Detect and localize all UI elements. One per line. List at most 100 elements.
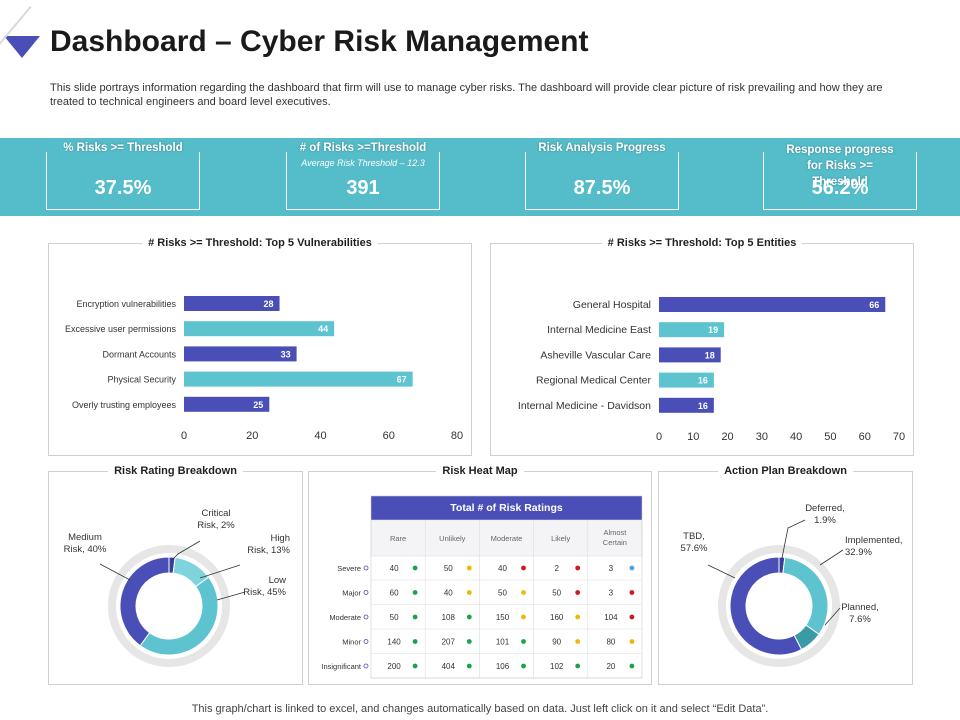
tick-label: 20 [246, 430, 258, 442]
status-dot [575, 565, 581, 571]
cell-value: 101 [496, 638, 510, 647]
tick-label: 50 [824, 431, 836, 443]
slice-label: Risk, 40% [64, 544, 107, 555]
heatmap-header-bg [371, 496, 642, 520]
panel-top-vulnerabilities: # Risks >= Threshold: Top 5 Vulnerabilit… [48, 237, 472, 456]
cell-value: 150 [496, 613, 510, 622]
page-subtitle: This slide portrays information regardin… [50, 82, 883, 108]
donut-slice [729, 556, 803, 656]
status-dot [466, 565, 472, 571]
cell-value: 50 [390, 613, 399, 622]
data-label: 16 [698, 401, 708, 411]
slice-label: Low [269, 575, 287, 586]
leader-line [199, 564, 241, 579]
cell-value: 2 [554, 564, 559, 573]
status-dot [521, 590, 526, 595]
tick-label: 0 [181, 430, 187, 442]
slice-label: Planned, [841, 602, 879, 613]
corner-triangle-icon [4, 36, 40, 58]
cell-value: 3 [609, 564, 614, 573]
slice-label: Deferred, [805, 503, 845, 514]
cell-value: 200 [387, 662, 401, 671]
data-label: 18 [705, 350, 715, 360]
column-header: Moderate [491, 534, 523, 543]
data-label: 33 [281, 349, 291, 359]
row-marker [363, 565, 369, 571]
kpi-value: 37.5% [94, 177, 152, 199]
slice-label: Implemented, [845, 535, 903, 546]
row-label: Severe [337, 564, 361, 573]
cell-value: 80 [606, 638, 615, 647]
kpi-card-response-progress: Response progress for Risks >= Threshold… [763, 142, 917, 210]
bar [184, 371, 413, 387]
status-dot [466, 590, 472, 595]
slice-label: Critical [201, 508, 230, 519]
category-label: Internal Medicine - Davidson [518, 400, 651, 412]
column-header: Unlikely [439, 534, 466, 543]
tick-label: 60 [383, 430, 395, 442]
kpi-card-risk-analysis-progress: Risk Analysis Progress 87.5% [525, 142, 679, 210]
heatmap-border [370, 495, 643, 679]
panel-risk-rating: Risk Rating Breakdown [48, 465, 303, 685]
cell-value: 207 [442, 638, 456, 647]
leader-line [707, 564, 736, 579]
row-marker [363, 590, 369, 595]
status-dot [521, 614, 526, 620]
cell-value: 108 [442, 613, 456, 622]
status-dot [412, 590, 418, 595]
kpi-value: 56.2% [811, 177, 869, 199]
column-header: Certain [603, 538, 627, 547]
data-label: 25 [253, 400, 263, 410]
kpi-value: 87.5% [573, 177, 631, 199]
cell-value: 20 [606, 662, 615, 671]
status-dot [575, 639, 581, 644]
leader-line [216, 591, 246, 601]
cell-value: 140 [387, 638, 401, 647]
row-label: Major [342, 589, 361, 598]
category-label: Overly trusting employees [72, 400, 177, 410]
category-label: General Hospital [573, 299, 651, 311]
cell-value: 90 [552, 638, 561, 647]
category-label: Asheville Vascular Care [540, 349, 651, 361]
status-dot [412, 663, 418, 669]
slice-label: 32.9% [845, 547, 872, 558]
heatmap-header: Total # of Risk Ratings [450, 502, 563, 514]
leader-line [99, 563, 131, 581]
kpi-label: # of Risks >=Threshold [295, 142, 431, 154]
status-dot [629, 639, 635, 644]
tick-label: 40 [790, 431, 802, 443]
panel-title: # Risks >= Threshold: Top 5 Entities [601, 237, 803, 249]
donut-slice [139, 576, 219, 656]
status-dot [466, 663, 472, 669]
cell-value: 40 [390, 564, 399, 573]
bar [184, 346, 297, 362]
row-marker [363, 614, 369, 620]
data-label: 66 [869, 300, 879, 310]
data-label: 19 [708, 325, 718, 335]
tick-label: 80 [451, 430, 463, 442]
heatmap-colhead-bg [370, 519, 643, 557]
bar [659, 297, 886, 312]
category-label: Physical Security [107, 375, 176, 385]
category-label: Dormant Accounts [102, 349, 176, 359]
page-title: Dashboard – Cyber Risk Management [50, 25, 589, 58]
cell-value: 102 [550, 662, 564, 671]
tick-label: 0 [656, 431, 662, 443]
slice-label: TBD, [683, 531, 705, 542]
status-dot [412, 614, 418, 620]
cell-value: 50 [552, 589, 561, 598]
panel-title: # Risks >= Threshold: Top 5 Vulnerabilit… [142, 237, 378, 249]
kpi-label: Risk Analysis Progress [534, 142, 670, 154]
tick-label: 70 [893, 431, 905, 443]
status-dot [412, 639, 418, 644]
bar [659, 322, 725, 338]
slice-label: 57.6% [681, 543, 708, 554]
kpi-value: 391 [346, 177, 380, 199]
status-dot [629, 565, 635, 571]
cell-value: 40 [498, 564, 507, 573]
panel-title: Risk Heat Map [436, 465, 524, 477]
donut-outer-ring [718, 545, 840, 667]
kpi-card-risks-threshold-count: # of Risks >=Threshold Average Risk Thre… [286, 142, 440, 210]
status-dot [629, 614, 635, 620]
